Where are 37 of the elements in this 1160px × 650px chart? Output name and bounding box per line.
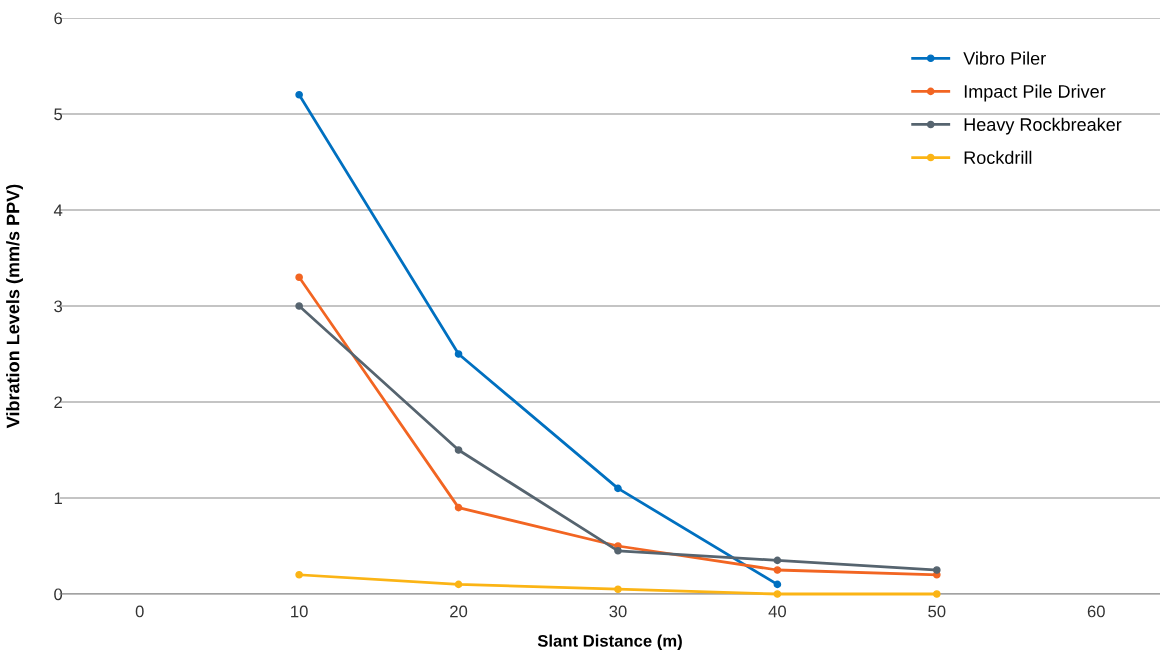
point bbox=[454, 580, 463, 589]
point bbox=[932, 590, 941, 598]
point bbox=[295, 273, 303, 282]
point bbox=[773, 580, 782, 589]
point bbox=[295, 90, 303, 99]
x-axis-title: Slant Distance (m) bbox=[537, 634, 682, 650]
y-tick-label: 3 bbox=[54, 300, 63, 313]
y-axis-title: Vibration Levels (mm/s PPV) bbox=[6, 184, 23, 429]
point bbox=[932, 566, 941, 574]
y-tick-label: 0 bbox=[54, 588, 63, 601]
x-tick-label: 50 bbox=[928, 605, 946, 618]
legend-label: Rockdrill bbox=[964, 150, 1032, 165]
point bbox=[773, 590, 782, 598]
point bbox=[614, 585, 622, 594]
point bbox=[295, 570, 303, 579]
point bbox=[454, 350, 463, 358]
point bbox=[614, 484, 622, 493]
x-tick-label: 0 bbox=[135, 605, 144, 618]
y-tick-label: 2 bbox=[54, 396, 62, 409]
x-tick-label: 30 bbox=[609, 605, 627, 618]
point bbox=[773, 566, 782, 574]
y-tick-label: 6 bbox=[54, 12, 63, 25]
y-tick-label: 4 bbox=[53, 204, 63, 217]
point bbox=[454, 446, 463, 454]
x-tick-label: 60 bbox=[1087, 605, 1105, 618]
legend-label: Vibro Piler bbox=[963, 51, 1046, 65]
legend-label: Impact Pile Driver bbox=[964, 84, 1106, 102]
point bbox=[454, 503, 463, 512]
x-tick-label: 20 bbox=[450, 605, 468, 618]
point bbox=[773, 556, 782, 565]
x-tick-label: 40 bbox=[768, 605, 787, 618]
legend-label: Heavy Rockbreaker bbox=[964, 117, 1122, 135]
y-tick-label: 1 bbox=[54, 492, 62, 505]
point bbox=[614, 546, 622, 555]
y-tick-label: 5 bbox=[54, 108, 63, 121]
point bbox=[295, 302, 303, 310]
x-tick-label: 10 bbox=[291, 605, 308, 618]
